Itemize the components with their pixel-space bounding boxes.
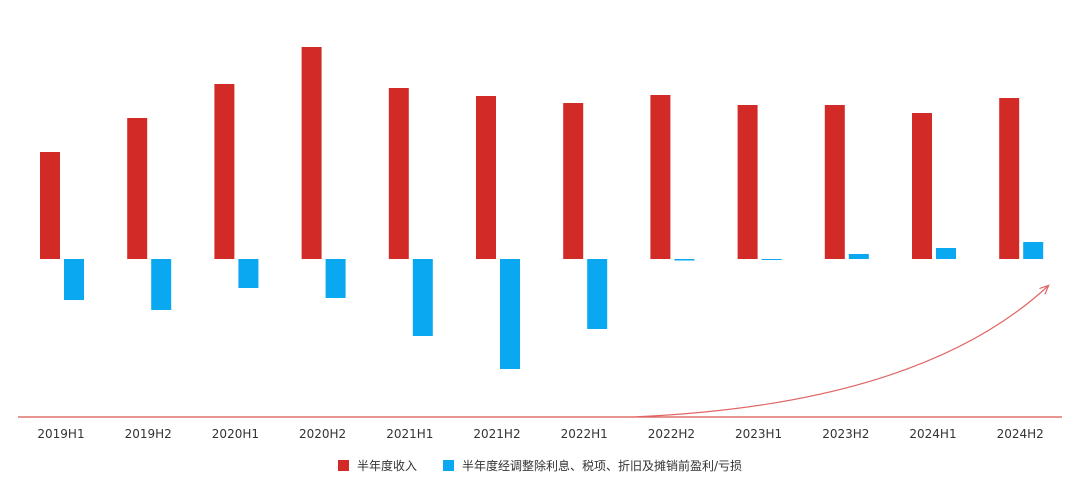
x-tick-label: 2021H2 — [473, 427, 520, 441]
revenue-bar-2019H2 — [127, 118, 148, 259]
ebitda-bar-2023H1 — [761, 259, 782, 260]
legend-swatch-ebitda — [442, 459, 454, 471]
ebitda-bar-2021H2 — [500, 259, 520, 369]
legend: 半年度收入 半年度经调整除利息、税项、折旧及摊销前盈利/亏损 — [0, 452, 1080, 478]
revenue-bar-2021H1 — [388, 88, 409, 259]
legend-label-ebitda: 半年度经调整除利息、税项、折旧及摊销前盈利/亏损 — [461, 458, 743, 473]
revenue-bar-2023H1 — [737, 105, 758, 259]
x-tick-label: 2023H2 — [822, 427, 869, 441]
revenue-bar-2024H2 — [999, 98, 1020, 259]
bar-chart-svg: 2019H1 2019H2 2020H1 2020H2 2021H1 2021H2 2022… — [18, 47, 1062, 441]
x-tick-label: 2024H1 — [909, 427, 956, 441]
revenue-bar-2024H1 — [912, 113, 932, 259]
ebitda-bar-2019H1 — [64, 259, 84, 300]
x-tick-label: 2020H1 — [212, 427, 259, 441]
revenue-bar-2020H2 — [301, 47, 322, 259]
x-tick-label: 2019H1 — [37, 427, 84, 441]
ebitda-bar-2019H2 — [151, 259, 172, 310]
ebitda-bar-2020H1 — [238, 259, 259, 288]
x-tick-label: 2022H2 — [648, 427, 695, 441]
revenue-bar-2021H2 — [476, 96, 496, 259]
legend-label-revenue: 半年度收入 — [356, 458, 417, 473]
x-tick-label: 2021H1 — [386, 427, 433, 441]
revenue-bar-2022H1 — [563, 103, 584, 259]
revenue-bar-2022H2 — [650, 95, 671, 259]
revenue-bar-2023H2 — [824, 105, 845, 259]
x-tick-label: 2024H2 — [997, 427, 1044, 441]
x-tick-label: 2019H2 — [125, 427, 172, 441]
ebitda-bar-2022H1 — [587, 259, 608, 329]
ebitda-bar-2020H2 — [325, 259, 346, 298]
legend-item-revenue: 半年度收入 — [337, 457, 417, 474]
ebitda-bar-2023H2 — [848, 254, 869, 259]
revenue-bar-2020H1 — [214, 84, 235, 259]
ebitda-bar-2024H2 — [1023, 242, 1044, 259]
trend-arrow — [631, 286, 1048, 418]
ebitda-bar-2024H1 — [936, 248, 956, 259]
x-tick-label: 2023H1 — [735, 427, 782, 441]
ebitda-bar-2022H2 — [674, 259, 695, 261]
ebitda-bar-2021H1 — [412, 259, 433, 336]
legend-swatch-revenue — [337, 459, 349, 471]
x-tick-label: 2020H2 — [299, 427, 346, 441]
x-tick-label: 2022H1 — [561, 427, 608, 441]
revenue-bar-2019H1 — [40, 152, 60, 259]
legend-item-ebitda: 半年度经调整除利息、税项、折旧及摊销前盈利/亏损 — [442, 457, 743, 474]
